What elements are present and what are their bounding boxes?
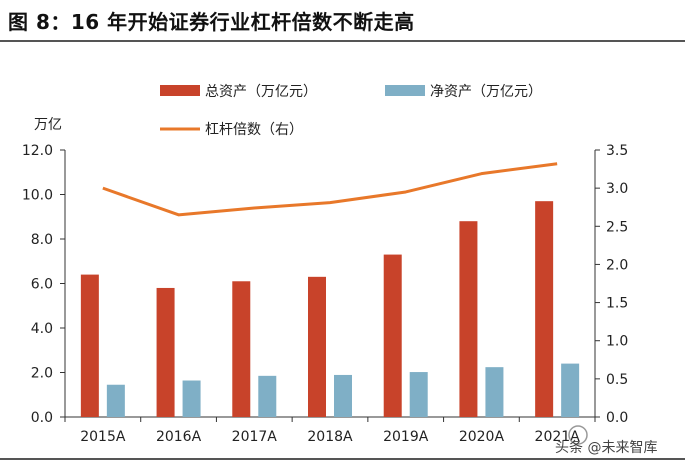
x-tick-label: 2018A (307, 429, 353, 445)
x-tick-label: 2015A (80, 429, 126, 445)
title-divider (0, 40, 685, 42)
right-tick-label: 0.5 (606, 372, 628, 388)
right-tick-label: 0.0 (606, 410, 628, 426)
right-tick-label: 2.0 (606, 257, 628, 273)
x-axis-ticks: 2015A 2016A 2017A 2018A 2019A 2020A 2021A (64, 417, 596, 445)
left-tick-label: 8.0 (31, 232, 53, 248)
chart-title: 图 8：16 年开始证券行业杠杆倍数不断走高 (8, 10, 415, 34)
bar-total-assets (80, 274, 99, 417)
bar-net-assets (561, 363, 580, 417)
left-tick-label: 0.0 (31, 410, 53, 426)
left-tick-label: 10.0 (22, 188, 53, 204)
right-tick-label: 3.5 (606, 143, 628, 159)
watermark-logo-icon (568, 425, 588, 445)
legend-label-net-assets: 净资产（万亿元） (430, 84, 542, 100)
bar-net-assets (334, 374, 352, 417)
watermark: 头条 @未来智库 (555, 425, 657, 456)
x-tick-label: 2017A (232, 429, 278, 445)
right-tick-label: 1.0 (606, 334, 628, 350)
left-tick-label: 4.0 (31, 321, 53, 337)
watermark-text: 头条 @未来智库 (555, 439, 657, 456)
bar-net-assets (182, 380, 201, 417)
bar-series (80, 201, 580, 417)
bar-total-assets (459, 221, 478, 417)
legend: 总资产（万亿元） 净资产（万亿元） 杠杆倍数（右） (160, 84, 542, 138)
bar-net-assets (409, 372, 428, 417)
bar-total-assets (232, 281, 251, 417)
bar-net-assets (106, 384, 125, 417)
x-tick-label: 2020A (459, 429, 505, 445)
legend-label-leverage: 杠杆倍数（右） (205, 122, 303, 138)
legend-swatch-total-assets (160, 85, 200, 96)
right-tick-label: 1.5 (606, 296, 628, 312)
left-axis-unit: 万亿 (34, 117, 62, 133)
right-axis-ticks: 0.0 0.5 1.0 1.5 2.0 2.5 3.0 3.5 (595, 143, 628, 426)
leverage-line (102, 162, 558, 217)
line-series (102, 162, 558, 217)
left-tick-label: 6.0 (31, 277, 53, 293)
bottom-divider (0, 458, 685, 460)
bar-net-assets (258, 375, 277, 417)
bar-total-assets (383, 254, 402, 417)
left-tick-label: 12.0 (22, 143, 53, 159)
left-tick-label: 2.0 (31, 366, 53, 382)
right-tick-label: 2.5 (606, 219, 628, 235)
bar-total-assets (156, 287, 175, 417)
legend-label-total-assets: 总资产（万亿元） (205, 84, 317, 100)
left-axis-ticks: 0.0 2.0 4.0 6.0 8.0 10.0 12.0 (22, 143, 65, 426)
bar-total-assets (535, 201, 554, 417)
bar-total-assets (308, 276, 326, 417)
bar-net-assets (485, 367, 504, 417)
x-tick-label: 2016A (156, 429, 202, 445)
x-tick-label: 2019A (383, 429, 429, 445)
legend-swatch-net-assets (385, 85, 425, 96)
right-tick-label: 3.0 (606, 181, 628, 197)
